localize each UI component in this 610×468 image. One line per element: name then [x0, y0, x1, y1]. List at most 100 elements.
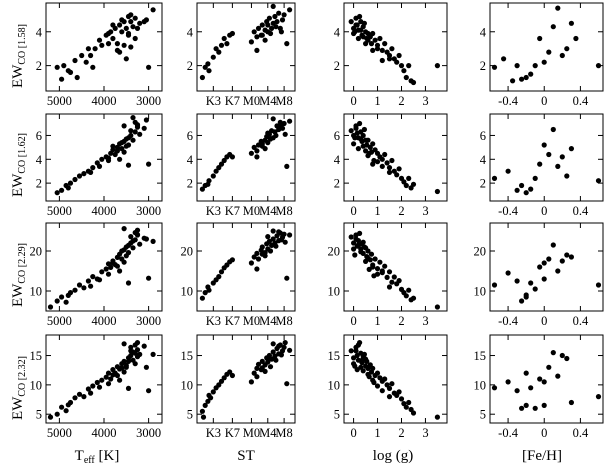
data-point [96, 384, 103, 390]
x-tick-label: 2 [398, 314, 404, 328]
data-point [251, 144, 257, 150]
panel-r3-c1: 5000 4000 3000 10 20 [30, 222, 163, 328]
data-point [96, 37, 103, 43]
data-point [541, 142, 547, 148]
data-point [382, 151, 388, 158]
data-point [259, 22, 265, 28]
data-point [434, 414, 440, 420]
data-point [348, 19, 354, 25]
data-point [206, 178, 212, 184]
y-tick-label: 10 [30, 378, 43, 392]
data-point [76, 282, 83, 288]
data-point [394, 172, 400, 178]
data-point [278, 237, 284, 243]
data-point [541, 260, 547, 266]
y-tick-label: 2 [36, 177, 42, 191]
data-point [79, 52, 85, 59]
x-tick-label: -0.4 [498, 204, 519, 218]
data-point [287, 118, 293, 124]
x-tick-label: M8 [275, 204, 292, 218]
data-point [121, 358, 127, 364]
x-tick-label: M8 [275, 314, 292, 328]
data-point [216, 382, 222, 388]
data-point [270, 341, 276, 347]
panel-frame [343, 113, 448, 202]
data-point [59, 187, 65, 193]
y-tick-label: 10 [181, 378, 194, 392]
data-point [54, 298, 60, 304]
y-tick-label: 10 [474, 285, 487, 299]
data-point [281, 12, 287, 18]
data-point [119, 29, 125, 35]
data-point [270, 116, 276, 122]
data-point [370, 365, 376, 371]
data-point [546, 364, 552, 370]
data-point [379, 57, 385, 64]
data-point [134, 227, 141, 233]
data-point [374, 370, 381, 376]
data-point [121, 123, 127, 129]
data-point [210, 173, 216, 179]
data-point [150, 7, 156, 13]
data-point [287, 7, 293, 13]
data-point [564, 173, 570, 179]
data-point [269, 25, 275, 31]
panel-r2-c4: -0.4 0 0.4 2 4 6 [480, 113, 604, 218]
data-point [61, 63, 67, 69]
x-label-col-1: Teff [K] [75, 448, 120, 466]
data-point [125, 385, 132, 391]
y-tick-label: 15 [328, 349, 341, 363]
y-label-row-2: EWCO [1.62] [10, 133, 28, 197]
data-point [287, 347, 293, 353]
data-point [254, 148, 260, 154]
panel-r4-c1: 5000 4000 3000 5 10 15 [30, 334, 163, 440]
data-point [284, 41, 290, 47]
data-point [134, 347, 141, 353]
data-point [351, 240, 357, 246]
data-point [259, 365, 265, 371]
data-point [221, 35, 227, 42]
data-point [248, 150, 254, 156]
data-point [265, 140, 271, 146]
data-point [259, 244, 265, 250]
x-tick-label: 3 [422, 314, 428, 328]
data-point [85, 386, 91, 392]
data-point [128, 128, 134, 134]
data-point [205, 398, 211, 404]
data-point [110, 35, 116, 42]
data-point [514, 278, 520, 284]
data-point [150, 351, 156, 357]
x-tick-label: 0 [350, 94, 356, 108]
y-tick-label: 4 [187, 153, 194, 167]
data-point [119, 140, 125, 146]
data-point [365, 255, 371, 261]
data-point [146, 275, 152, 281]
data-point [389, 381, 395, 387]
data-point [382, 376, 388, 382]
data-point [568, 254, 575, 260]
data-point [229, 154, 235, 160]
data-point [114, 47, 120, 54]
data-point [523, 292, 529, 298]
data-point [259, 358, 265, 364]
data-point [278, 352, 284, 358]
data-point [379, 268, 385, 274]
data-point [270, 349, 276, 355]
data-point [265, 355, 271, 362]
data-point [229, 257, 235, 263]
data-point [366, 374, 372, 380]
data-point [123, 56, 129, 62]
data-point [379, 156, 385, 162]
data-point [382, 263, 388, 269]
x-tick-label: 5000 [47, 94, 72, 108]
data-point [281, 231, 287, 237]
data-point [351, 246, 357, 252]
y-tick-label: 20 [181, 245, 194, 259]
data-point [125, 30, 132, 37]
data-point [134, 122, 141, 128]
data-point [255, 256, 262, 262]
data-point [360, 368, 366, 374]
panel-frame [489, 222, 604, 312]
